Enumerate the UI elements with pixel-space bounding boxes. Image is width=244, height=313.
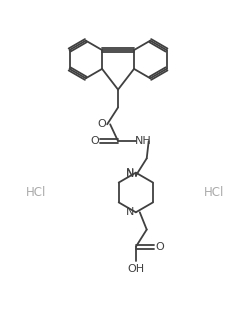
Text: OH: OH bbox=[127, 264, 144, 274]
Text: O: O bbox=[155, 242, 164, 252]
Text: N: N bbox=[126, 207, 134, 217]
Text: HCl: HCl bbox=[26, 186, 46, 199]
Text: HCl: HCl bbox=[204, 186, 224, 199]
Text: N: N bbox=[126, 168, 134, 178]
Text: O: O bbox=[98, 119, 107, 129]
Text: O: O bbox=[90, 136, 99, 146]
Text: N: N bbox=[126, 169, 134, 179]
Text: NH: NH bbox=[134, 136, 151, 146]
